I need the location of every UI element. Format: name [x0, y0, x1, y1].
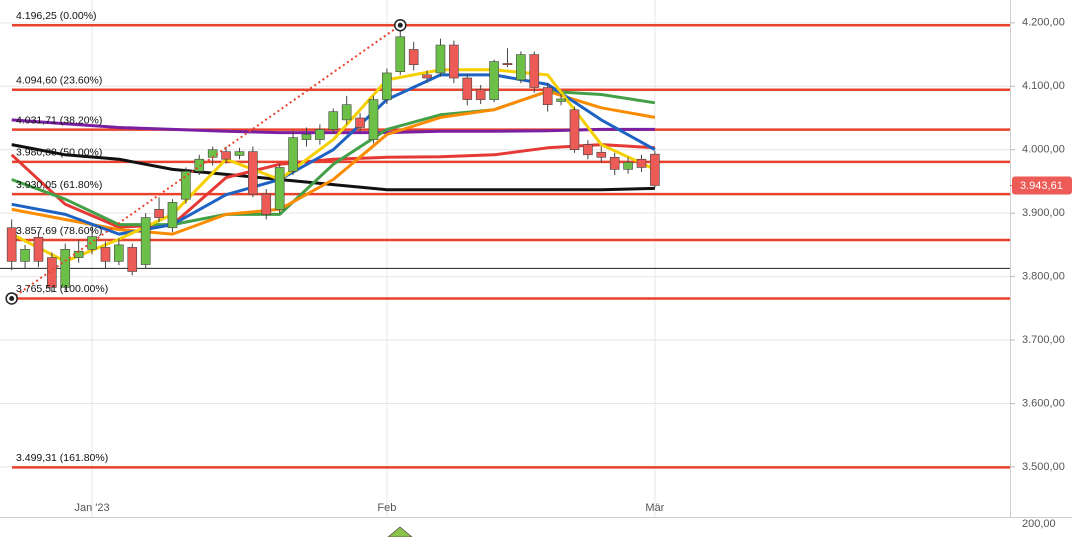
- candle-body: [154, 209, 164, 218]
- candle-body: [408, 49, 419, 66]
- candle-body: [6, 227, 17, 262]
- lower-panel-tick-label: 200,00: [1022, 518, 1056, 530]
- candle-body: [261, 193, 272, 215]
- candle-body: [609, 157, 620, 170]
- candle-body: [529, 54, 540, 88]
- candle-body: [33, 236, 44, 262]
- y-tick-label: 3.600,00: [1022, 397, 1065, 409]
- moving-average-line: [11, 143, 655, 192]
- candle-body: [20, 249, 30, 262]
- candle-body: [583, 144, 593, 156]
- candles: [6, 25, 660, 293]
- last-price-label: 3.943,61: [1020, 180, 1063, 192]
- x-tick-label: Feb: [377, 502, 396, 514]
- candle-body: [395, 36, 406, 72]
- candle-body: [435, 44, 446, 74]
- candle-body: [569, 109, 580, 151]
- candle-body: [248, 151, 258, 195]
- candle-body: [489, 61, 499, 100]
- y-tick-label: 3.700,00: [1022, 334, 1065, 346]
- x-tick-label: Jan '23: [74, 502, 109, 514]
- last-price-tag: [1012, 176, 1072, 195]
- candle-body: [422, 74, 432, 79]
- candle-body: [636, 158, 647, 168]
- candle-body: [288, 137, 298, 172]
- candle-body: [127, 247, 138, 272]
- fib-label: 3.765,51 (100.00%): [16, 283, 108, 295]
- candle-body: [315, 129, 325, 140]
- candle-body: [140, 217, 151, 265]
- candle-body: [274, 167, 285, 210]
- candle-body: [341, 104, 352, 121]
- y-tick-label: 3.900,00: [1022, 207, 1065, 219]
- candle-body: [382, 72, 392, 100]
- trendline-anchor-dot: [397, 22, 403, 28]
- candle-body: [181, 170, 191, 200]
- x-tick-label: Mär: [645, 502, 664, 514]
- candle-body: [650, 153, 660, 186]
- candle-body: [167, 202, 178, 229]
- candle-body: [60, 249, 71, 288]
- fib-label: 3.857,69 (78.60%): [16, 225, 102, 237]
- candle-body: [100, 247, 111, 262]
- candle-body: [449, 44, 459, 79]
- fib-label: 3.499,31 (161.80%): [16, 452, 108, 464]
- candle-body: [475, 89, 486, 100]
- fib-label: 4.094,60 (23.60%): [16, 74, 102, 86]
- candle-body: [234, 151, 245, 156]
- candle-body: [114, 244, 124, 262]
- moving-average-line: [10, 143, 655, 229]
- overlays: 4.196,25 (0.00%) 4.094,60 (23.60%) 4.031,7…: [5, 10, 1072, 464]
- candle-body: [516, 54, 526, 81]
- candle-body: [194, 158, 205, 172]
- candle-body: [221, 151, 231, 160]
- candle-body: [301, 134, 312, 140]
- candle-body: [623, 162, 633, 170]
- fib-label: 4.031,71 (38.20%): [16, 114, 102, 126]
- candle-body: [502, 63, 513, 66]
- candle-body: [355, 117, 365, 128]
- trendline-anchor-dot: [9, 295, 15, 301]
- candle-body: [368, 99, 379, 140]
- y-tick-label: 3.500,00: [1022, 461, 1065, 473]
- candle-body: [596, 151, 607, 158]
- fib-label: 4.196,25 (0.00%): [16, 10, 97, 22]
- fib-label: 3.930,05 (61.80%): [16, 179, 102, 191]
- fib-label: 3.980,88 (50.00%): [16, 147, 102, 159]
- grid: [0, 0, 1015, 517]
- candle-body: [47, 257, 57, 288]
- candle-body: [87, 236, 97, 250]
- lower-panel-mark: [387, 526, 413, 537]
- candle-body: [462, 77, 473, 100]
- candle-body: [556, 98, 566, 102]
- y-tick-label: 3.800,00: [1022, 270, 1065, 282]
- y-tick-label: 4.200,00: [1022, 17, 1065, 29]
- y-tick-label: 4.000,00: [1022, 144, 1065, 156]
- trendline: [11, 24, 401, 300]
- candle-body: [328, 111, 339, 130]
- candle-body: [542, 87, 553, 105]
- y-tick-label: 4.100,00: [1022, 80, 1065, 92]
